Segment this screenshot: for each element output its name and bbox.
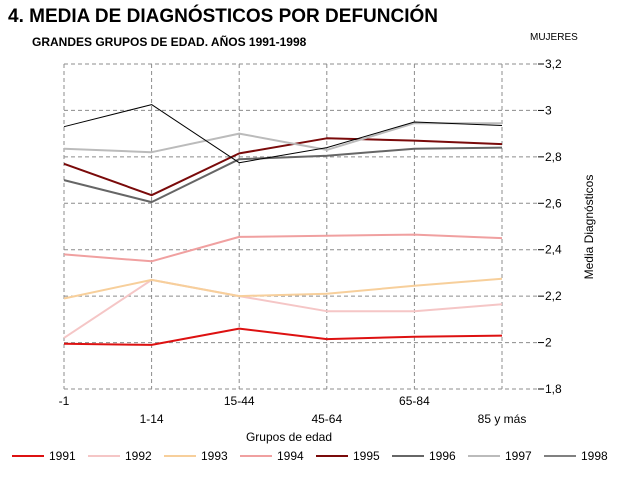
y-tick-label: 2,2 [545,289,562,303]
series-line-1991 [63,327,503,346]
x-tick-label: 65-84 [399,394,430,408]
y-tick-label: 2,8 [545,150,562,164]
x-axis: -1 1-14 15-44 45-64 65-84 85 y más [59,394,527,426]
y-tick-label: 2,4 [545,243,562,257]
legend: 1991 1992 1993 1994 1995 1996 1997 1998 [12,449,608,463]
series-line-1992 [63,278,503,339]
legend-label-1995: 1995 [353,449,380,463]
series-line-1995 [63,137,503,197]
page-title: 4. MEDIA DE DIAGNÓSTICOS POR DEFUNCIÓN [8,6,438,27]
x-tick-label: 1-14 [140,412,164,426]
y-tick-label: 3 [545,103,552,117]
x-axis-title: Grupos de edad [246,430,332,444]
y-tick-label: 2 [545,336,552,350]
y-tick-label: 1,8 [545,382,562,396]
y-axis-title: Media Diagnósticos [582,175,596,280]
legend-label-1992: 1992 [125,449,152,463]
x-tick-label: 15-44 [224,394,255,408]
sex-label: MUJERES [530,32,578,43]
x-tick-label: 45-64 [311,412,342,426]
series-line-1998 [63,104,503,164]
legend-label-1998: 1998 [581,449,608,463]
legend-label-1994: 1994 [277,449,304,463]
legend-label-1993: 1993 [201,449,228,463]
chart-subtitle: GRANDES GRUPOS DE EDAD. AÑOS 1991-1998 [32,35,307,49]
legend-label-1991: 1991 [49,449,76,463]
series-line-1994 [63,233,503,263]
y-axis: 1,8 2 2,2 2,4 2,6 2,8 3 3,2 [538,57,562,396]
series-line-1996 [63,146,503,204]
x-tick-label: 85 y más [478,412,527,426]
y-tick-label: 2,6 [545,196,562,210]
grid-lines [63,63,538,390]
series-line-1997 [63,122,502,154]
legend-label-1996: 1996 [429,449,456,463]
x-tick-label: -1 [59,394,70,408]
y-tick-label: 3,2 [545,57,562,71]
legend-label-1997: 1997 [505,449,532,463]
series-line-1993 [63,277,503,300]
series-lines [63,104,503,346]
